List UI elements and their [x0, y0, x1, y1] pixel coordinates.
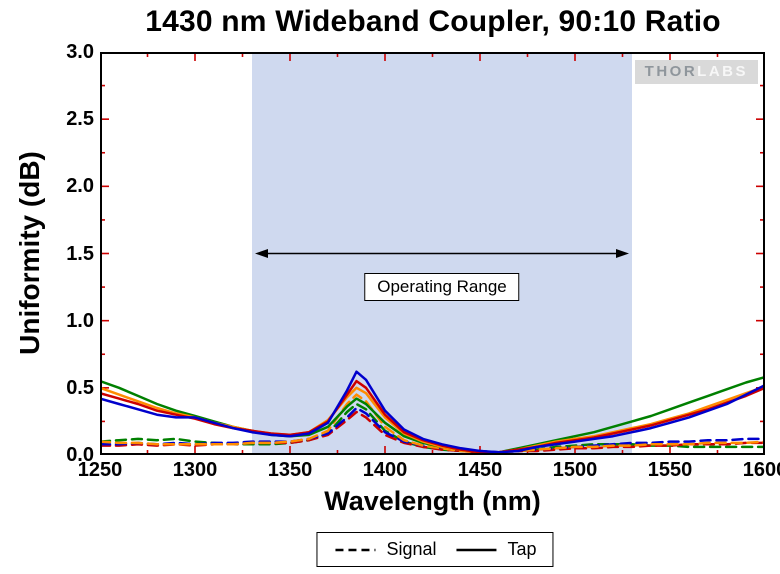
chart-title: 1430 nm Wideband Coupler, 90:10 Ratio — [145, 5, 721, 38]
x-tick-label: 1450 — [457, 459, 503, 481]
plot-area — [100, 52, 765, 455]
x-tick-label: 1350 — [267, 459, 313, 481]
legend-item-tap: Tap — [455, 539, 537, 560]
y-tick-label: 3.0 — [66, 41, 94, 63]
series-tap — [100, 379, 765, 454]
thorlabs-logo: THORLABS — [634, 60, 758, 84]
y-tick-label: 2.5 — [66, 108, 94, 131]
logo-text-primary: THOR — [644, 63, 698, 80]
legend-label-tap: Tap — [507, 539, 537, 559]
series-tap — [100, 370, 765, 454]
legend-item-signal: Signal — [333, 539, 437, 560]
y-tick-label: 0.5 — [66, 376, 94, 399]
series-signal — [100, 393, 765, 454]
signal-dashed-line-sample — [335, 548, 376, 551]
y-tick-label: 1.5 — [66, 242, 94, 265]
tap-solid-line-sample — [456, 548, 497, 551]
legend: Signal Tap — [316, 532, 554, 567]
x-tick-label: 1500 — [552, 459, 598, 481]
x-axis-title: Wavelength (nm) — [324, 486, 541, 516]
x-tick-label: 1400 — [362, 459, 408, 481]
y-tick-label: 1.0 — [66, 309, 94, 332]
legend-label-signal: Signal — [386, 539, 437, 559]
x-tick-label: 1550 — [647, 459, 693, 481]
operating-range-label: Operating Range — [364, 273, 520, 301]
logo-text-secondary: LABS — [697, 63, 748, 80]
x-tick-label: 1250 — [77, 459, 123, 481]
y-tick-label: 2.0 — [66, 175, 94, 198]
series-tap — [100, 375, 765, 454]
y-tick-label: 0.0 — [66, 444, 94, 466]
x-tick-label: 1300 — [172, 459, 218, 481]
